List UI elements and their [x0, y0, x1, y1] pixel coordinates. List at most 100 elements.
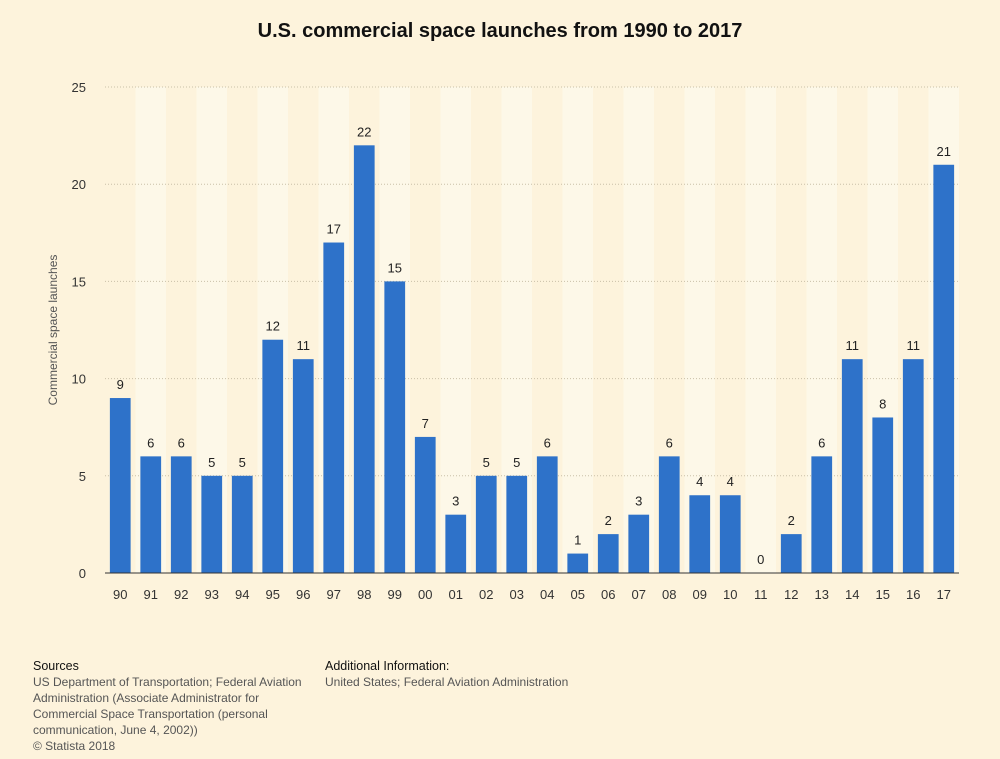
data-label: 0 [757, 552, 764, 567]
bar[interactable] [445, 514, 467, 573]
bar[interactable] [140, 456, 162, 573]
chart-title: U.S. commercial space launches from 1990… [257, 20, 743, 42]
data-label: 8 [879, 396, 886, 411]
gridlines [105, 86, 959, 477]
column-stripe [745, 87, 776, 573]
bar[interactable] [201, 475, 223, 573]
data-label: 11 [297, 338, 311, 353]
x-tick-label: 03 [510, 587, 524, 602]
data-label: 3 [452, 494, 459, 509]
bar[interactable] [811, 456, 833, 573]
bar[interactable] [109, 398, 131, 573]
data-label: 4 [696, 474, 703, 489]
data-label: 6 [666, 435, 673, 450]
y-tick-label: 5 [79, 469, 86, 484]
bar[interactable] [323, 242, 345, 573]
data-label: 7 [422, 416, 429, 431]
bar[interactable] [658, 456, 680, 573]
data-label: 5 [239, 455, 246, 470]
data-label: 6 [544, 435, 551, 450]
data-label: 17 [327, 222, 341, 237]
x-tick-label: 92 [174, 587, 188, 602]
sources-text: US Department of Transportation; Federal… [33, 675, 302, 753]
additional-info-section: Additional Information: United States; F… [325, 658, 725, 690]
x-tick-label: 08 [662, 587, 676, 602]
bar[interactable] [475, 475, 497, 573]
y-tick-label: 10 [72, 372, 86, 387]
data-label: 2 [788, 513, 795, 528]
x-tick-label: 02 [479, 587, 493, 602]
x-tick-label: 00 [418, 587, 432, 602]
bar[interactable] [170, 456, 192, 573]
data-label: 9 [117, 377, 124, 392]
bar[interactable] [841, 359, 863, 573]
column-stripe [684, 87, 715, 573]
data-label: 6 [818, 435, 825, 450]
sources-heading: Sources [33, 659, 79, 673]
additional-info-heading: Additional Information: [325, 659, 450, 673]
data-label: 15 [388, 260, 402, 275]
bar[interactable] [231, 475, 253, 573]
x-tick-label: 09 [693, 587, 707, 602]
x-tick-label: 12 [784, 587, 798, 602]
x-tick-label: 01 [449, 587, 463, 602]
data-label: 1 [574, 533, 581, 548]
bar[interactable] [872, 417, 894, 573]
x-tick-label: 91 [144, 587, 158, 602]
bar[interactable] [689, 495, 711, 573]
x-tick-label: 17 [937, 587, 951, 602]
x-tick-label: 05 [571, 587, 585, 602]
data-label: 11 [907, 338, 921, 353]
bar[interactable] [780, 534, 802, 573]
data-label: 5 [483, 455, 490, 470]
bar[interactable] [353, 145, 375, 573]
additional-info-text: United States; Federal Aviation Administ… [325, 675, 569, 689]
bar[interactable] [597, 534, 619, 573]
data-label: 5 [208, 455, 215, 470]
x-tick-label: 06 [601, 587, 615, 602]
column-stripe [562, 87, 593, 573]
data-label: 2 [605, 513, 612, 528]
data-label: 6 [178, 435, 185, 450]
data-label: 12 [266, 319, 280, 334]
data-label: 22 [357, 124, 371, 139]
data-label: 5 [513, 455, 520, 470]
bar[interactable] [933, 164, 955, 573]
x-tick-label: 04 [540, 587, 554, 602]
bar[interactable] [262, 339, 284, 573]
column-stripe [623, 87, 654, 573]
bar[interactable] [414, 436, 436, 573]
data-label: 6 [147, 435, 154, 450]
bar[interactable] [902, 359, 924, 573]
y-axis-title: Commercial space launches [46, 255, 60, 406]
sources-section: Sources US Department of Transportation;… [33, 658, 323, 759]
x-tick-label: 14 [845, 587, 859, 602]
x-tick-label: 93 [205, 587, 219, 602]
y-tick-label: 0 [79, 566, 86, 581]
x-tick-label: 97 [327, 587, 341, 602]
bar[interactable] [384, 281, 406, 573]
bar[interactable] [567, 553, 589, 573]
bar[interactable] [536, 456, 558, 573]
bar[interactable] [292, 359, 314, 573]
y-tick-label: 15 [72, 274, 86, 289]
y-tick-label: 25 [72, 80, 86, 95]
bar[interactable] [628, 514, 650, 573]
bars [109, 145, 955, 573]
x-tick-label: 07 [632, 587, 646, 602]
x-tick-label: 15 [876, 587, 890, 602]
y-tick-label: 20 [72, 177, 86, 192]
x-tick-label: 90 [113, 587, 127, 602]
data-label: 3 [635, 494, 642, 509]
bar[interactable] [506, 475, 528, 573]
y-axis-ticks: 0 5 10 15 20 25 [72, 80, 86, 581]
x-tick-label: 11 [754, 587, 768, 602]
x-tick-label: 98 [357, 587, 371, 602]
data-label: 21 [937, 144, 951, 159]
bar[interactable] [719, 495, 741, 573]
x-axis-ticks: 90 91 92 93 94 95 96 97 98 99 00 01 02 03 04 05 06 07 08 09… [113, 587, 951, 602]
x-tick-label: 99 [388, 587, 402, 602]
x-tick-label: 13 [815, 587, 829, 602]
